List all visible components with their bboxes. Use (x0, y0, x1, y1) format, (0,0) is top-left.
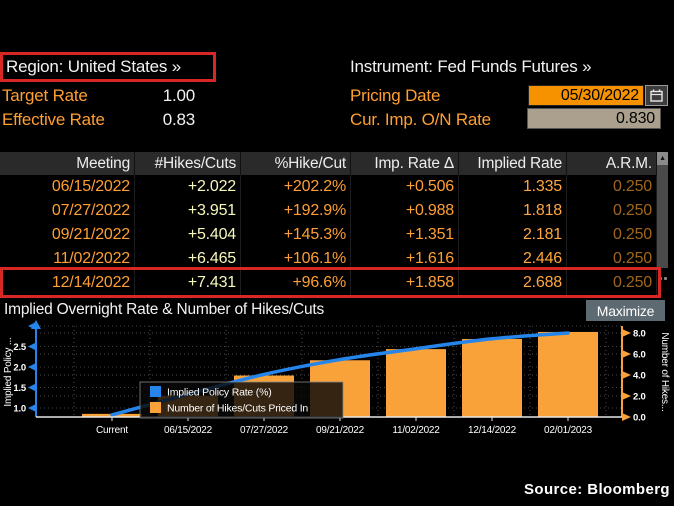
column-header[interactable]: Meeting (0, 152, 135, 175)
table-row[interactable]: 11/02/2022 +6.465 +106.1% +1.616 2.446 0.250 (0, 247, 657, 271)
left-axis-tick-label: 2.5 (13, 342, 27, 353)
maximize-button-label: Maximize (596, 302, 655, 319)
table-cell: +202.2% (241, 175, 351, 199)
right-axis-tick-label: 6.0 (633, 350, 646, 361)
maximize-button[interactable]: Maximize (586, 300, 665, 321)
calendar-icon (650, 89, 663, 102)
region-selector-label: Region: United States » (6, 57, 181, 76)
x-axis-label: 12/14/2022 (468, 425, 517, 436)
x-axis-label: Current (96, 425, 128, 436)
table-cell: 06/15/2022 (0, 175, 135, 199)
legend-swatch (150, 402, 161, 413)
chart-title: Implied Overnight Rate & Number of Hikes… (4, 301, 325, 318)
table-cell: +7.431 (135, 271, 241, 295)
table-cell: 2.446 (459, 247, 567, 271)
table-cell: +5.404 (135, 223, 241, 247)
table-cell: +106.1% (241, 247, 351, 271)
instrument-selector[interactable]: Instrument: Fed Funds Futures » (350, 57, 592, 77)
table-cell: +145.3% (241, 223, 351, 247)
left-axis-tick-label: 1.5 (13, 383, 27, 394)
x-axis-label: 07/27/2022 (240, 425, 289, 436)
on-rate-field[interactable]: 0.830 (527, 108, 661, 129)
legend-label: Number of Hikes/Cuts Priced In (167, 403, 308, 415)
column-header[interactable]: Implied Rate (459, 152, 567, 175)
legend-label: Implied Policy Rate (%) (167, 387, 272, 399)
legend-swatch (150, 386, 161, 397)
table-header-row: Meeting #Hikes/Cuts %Hike/Cut Imp. Rate Δ Im… (0, 152, 657, 175)
table-cell: 0.250 (567, 199, 657, 223)
chart-legend (139, 381, 344, 419)
table-scrollbar[interactable]: ▲ (657, 152, 668, 268)
table-cell: +0.988 (351, 199, 459, 223)
table-cell: +192.9% (241, 199, 351, 223)
hikes-bar (538, 331, 598, 417)
region-selector[interactable]: Region: United States » (0, 52, 216, 82)
hikes-bar (386, 349, 446, 417)
x-axis-label: 09/21/2022 (316, 425, 365, 436)
on-rate-value: 0.830 (615, 109, 655, 127)
scrollbar-handle[interactable] (657, 274, 669, 282)
right-axis-tick-label: 8.0 (633, 329, 646, 340)
hikes-bar (462, 338, 522, 417)
right-axis-tick-label: 2.0 (633, 392, 646, 403)
on-rate-label: Cur. Imp. O/N Rate (350, 110, 491, 129)
column-header[interactable]: Imp. Rate Δ (351, 152, 459, 175)
table-cell: 1.818 (459, 199, 567, 223)
pricing-date-input[interactable]: 05/30/2022 (528, 85, 644, 106)
table-cell: +0.506 (351, 175, 459, 199)
table-cell: 09/21/2022 (0, 223, 135, 247)
right-axis-tick-label: 0.0 (633, 413, 646, 424)
left-axis-title: Implied Policy ... (3, 337, 14, 406)
table-cell: 1.335 (459, 175, 567, 199)
effective-rate-label: Effective Rate (2, 110, 105, 129)
table-cell: +96.6% (241, 271, 351, 295)
table-cell: +1.616 (351, 247, 459, 271)
table-row[interactable]: 06/15/2022 +2.022 +202.2% +0.506 1.335 0.250 (0, 175, 657, 199)
right-axis-title: Number of Hikes... (659, 332, 670, 411)
table-cell: 0.250 (567, 175, 657, 199)
table-row[interactable]: 12/14/2022 +7.431 +96.6% +1.858 2.688 0.250 (0, 271, 657, 295)
left-axis-tick-label: 2.0 (13, 363, 26, 374)
table-cell: 07/27/2022 (0, 199, 135, 223)
calendar-button[interactable] (645, 85, 668, 106)
table-cell: +2.022 (135, 175, 241, 199)
table-cell: 2.181 (459, 223, 567, 247)
target-rate-label: Target Rate (2, 86, 88, 105)
left-axis-tick-label: 1.0 (13, 404, 26, 415)
implied-rate-chart: 1.0 1.5 2.0 2.5 0.0 2.0 4.0 6.0 8.0 Current 06/15/… (3, 320, 670, 436)
meetings-table: Meeting #Hikes/Cuts %Hike/Cut Imp. Rate Δ Im… (0, 152, 657, 295)
pricing-date-label: Pricing Date (350, 86, 441, 105)
table-cell: 0.250 (567, 223, 657, 247)
column-header[interactable]: #Hikes/Cuts (135, 152, 241, 175)
table-cell: 12/14/2022 (0, 271, 135, 295)
table-cell: 0.250 (567, 247, 657, 271)
right-axis-tick-label: 4.0 (633, 371, 646, 382)
effective-rate-value: 0.83 (162, 110, 195, 129)
column-header[interactable]: %Hike/Cut (241, 152, 351, 175)
source-credit: Source: Bloomberg (524, 481, 670, 498)
instrument-selector-label: Instrument: Fed Funds Futures » (350, 57, 592, 76)
pricing-date-value: 05/30/2022 (560, 86, 639, 104)
table-cell: +6.465 (135, 247, 241, 271)
table-cell: +1.351 (351, 223, 459, 247)
scroll-up-arrow-icon[interactable]: ▲ (657, 152, 668, 165)
table-cell: 2.688 (459, 271, 567, 295)
table-cell: +1.858 (351, 271, 459, 295)
table-cell: +3.951 (135, 199, 241, 223)
x-axis-label: 02/01/2023 (544, 425, 593, 436)
table-row[interactable]: 07/27/2022 +3.951 +192.9% +0.988 1.818 0.250 (0, 199, 657, 223)
x-axis-label: 06/15/2022 (164, 425, 213, 436)
column-header[interactable]: A.R.M. (567, 152, 657, 175)
table-cell: 0.250 (567, 271, 657, 295)
target-rate-value: 1.00 (162, 86, 195, 105)
table-row[interactable]: 09/21/2022 +5.404 +145.3% +1.351 2.181 0.250 (0, 223, 657, 247)
x-axis-label: 11/02/2022 (392, 425, 440, 436)
table-cell: 11/02/2022 (0, 247, 135, 271)
